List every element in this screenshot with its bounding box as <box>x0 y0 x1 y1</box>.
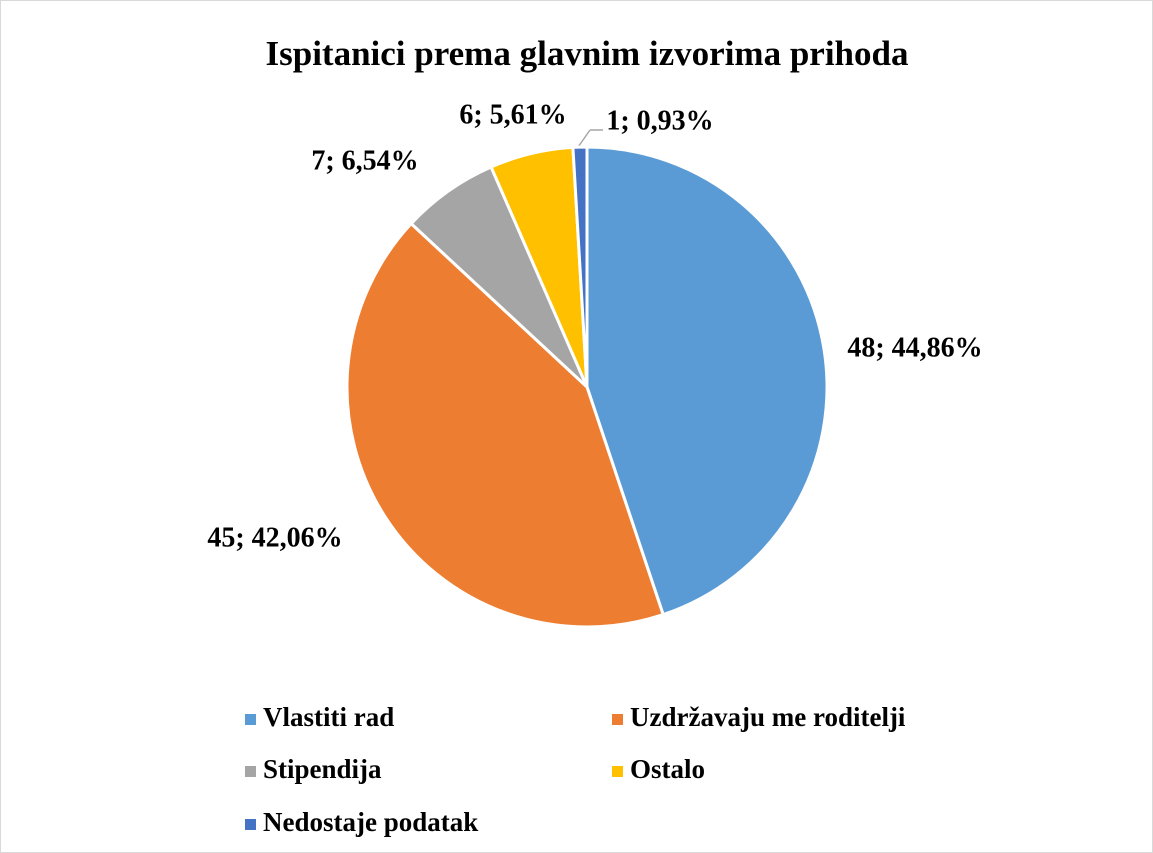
legend-swatch <box>612 714 623 725</box>
data-label: 48; 44,86% <box>847 332 982 363</box>
legend-label: Vlastiti rad <box>263 702 394 732</box>
legend-label: Nedostaje podatak <box>263 807 478 837</box>
data-label: 7; 6,54% <box>311 145 418 176</box>
data-label: 45; 42,06% <box>207 522 342 553</box>
legend-swatch <box>245 819 256 830</box>
legend-swatch <box>245 714 256 725</box>
legend-label: Uzdržavaju me roditelji <box>630 702 906 732</box>
pie-slice <box>571 145 589 388</box>
pie-slice <box>345 221 666 629</box>
pie-slice <box>585 145 829 617</box>
data-label: 6; 5,61% <box>459 99 566 130</box>
chart-title: Ispitanici prema glavnim izvorima prihod… <box>266 34 909 73</box>
legend-label: Stipendija <box>263 754 382 784</box>
legend-swatch <box>612 766 623 777</box>
legend-label: Ostalo <box>630 754 705 784</box>
data-label: 1; 0,93% <box>606 105 713 136</box>
legend-swatch <box>245 766 256 777</box>
